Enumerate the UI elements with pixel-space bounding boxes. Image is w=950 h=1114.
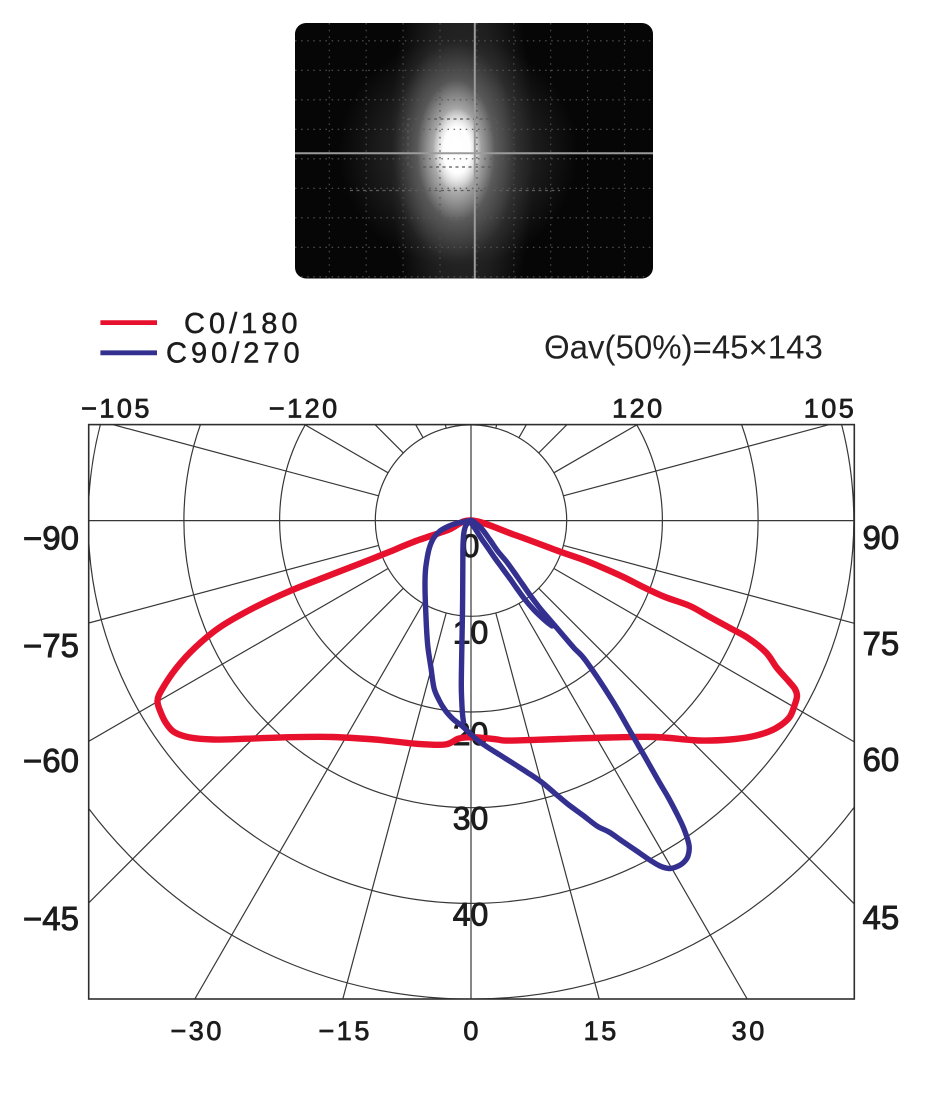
svg-text:C90/270: C90/270 xyxy=(166,337,304,369)
svg-text:45: 45 xyxy=(863,899,900,936)
svg-text:−15: −15 xyxy=(319,1016,372,1046)
svg-text:−30: −30 xyxy=(171,1016,224,1046)
svg-text:10: 10 xyxy=(453,615,489,651)
svg-text:30: 30 xyxy=(453,801,489,837)
svg-text:−60: −60 xyxy=(23,742,79,779)
svg-text:75: 75 xyxy=(863,625,900,662)
svg-text:−45: −45 xyxy=(23,900,79,937)
svg-text:15: 15 xyxy=(584,1016,619,1046)
svg-text:30: 30 xyxy=(732,1016,767,1046)
svg-text:60: 60 xyxy=(863,741,900,778)
svg-text:−90: −90 xyxy=(23,520,79,557)
svg-text:40: 40 xyxy=(453,897,489,933)
svg-text:0: 0 xyxy=(463,1016,481,1046)
svg-text:105: 105 xyxy=(804,394,857,424)
svg-text:C0/180: C0/180 xyxy=(184,308,302,340)
svg-text:120: 120 xyxy=(612,394,665,424)
svg-text:−120: −120 xyxy=(269,394,340,424)
svg-text:90: 90 xyxy=(863,519,900,556)
svg-text:Θav(50%)=45×143: Θav(50%)=45×143 xyxy=(544,328,823,365)
svg-text:−75: −75 xyxy=(23,627,79,664)
svg-text:−105: −105 xyxy=(81,394,152,424)
